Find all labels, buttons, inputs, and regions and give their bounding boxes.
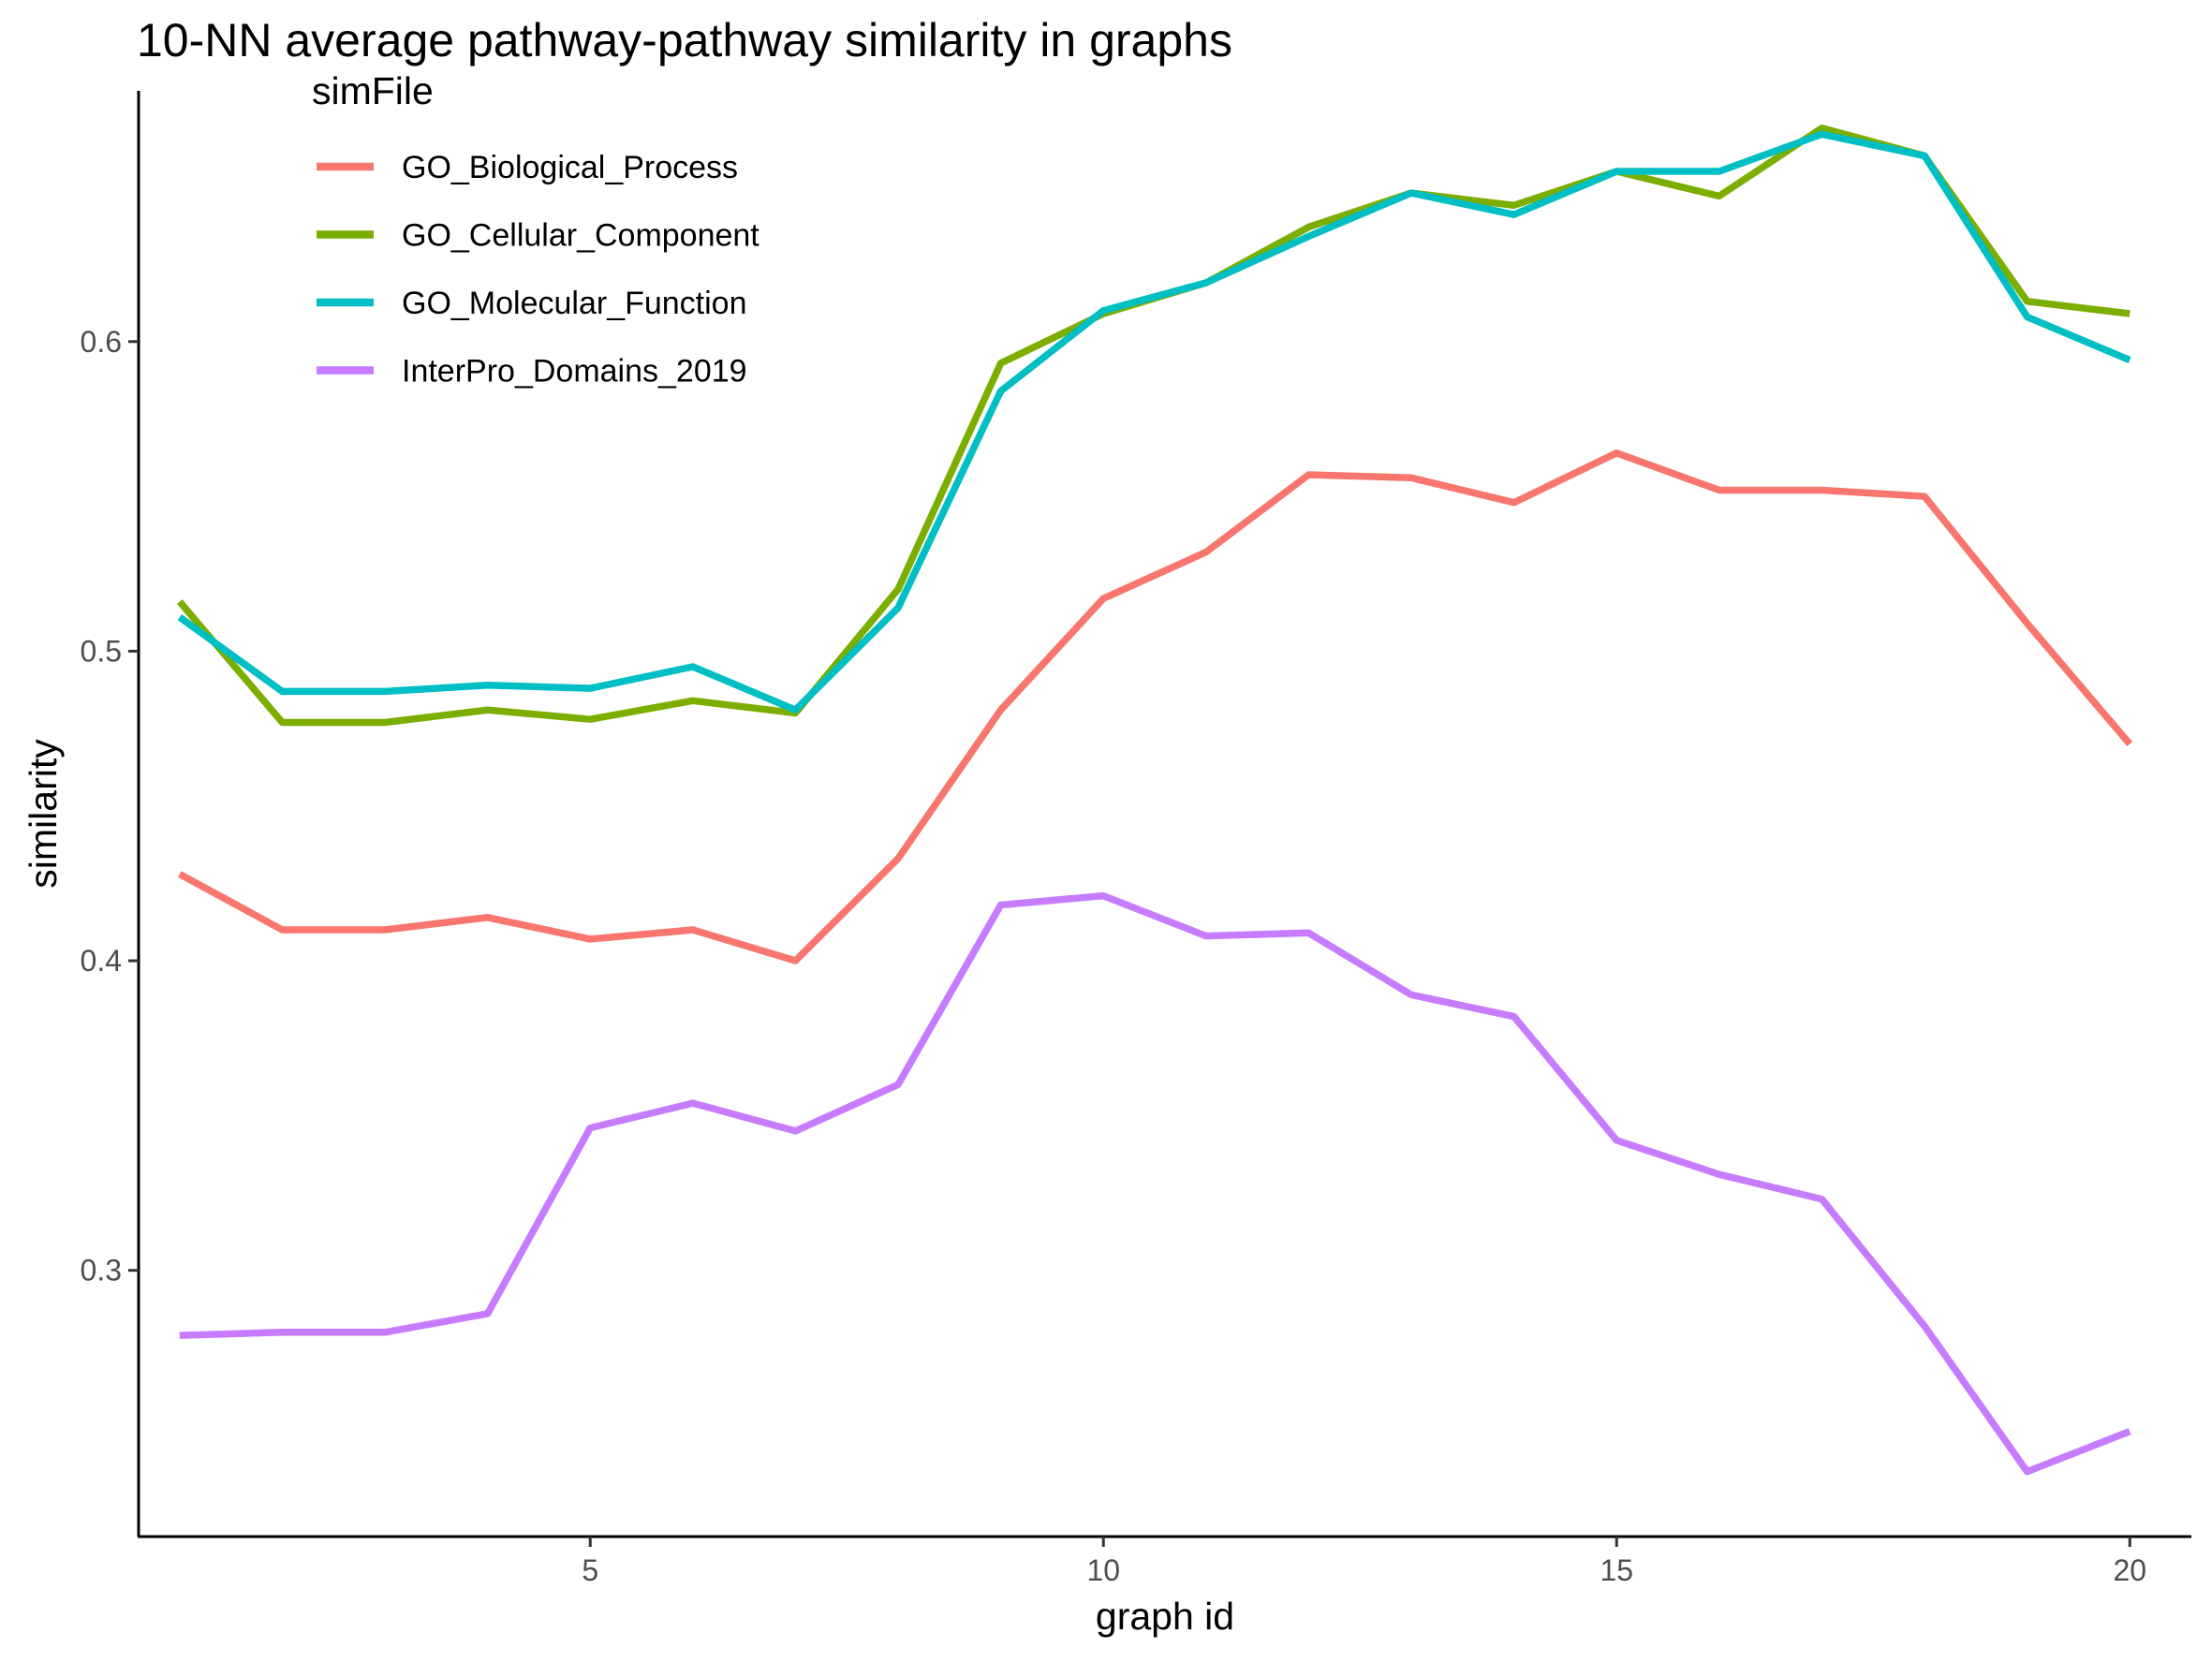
y-tick-label: 0.6 [81,325,122,359]
x-axis-title: graph id [1096,1595,1234,1638]
x-tick-label: 20 [2113,1553,2146,1587]
legend-items: GO_Biological_Process GO_Cellular_Compone… [317,150,759,390]
y-tick-label: 0.5 [81,634,122,668]
legend-label: GO_Cellular_Component [402,218,759,254]
legend-title: simFile [312,69,434,112]
legend-item: InterPro_Domains_2019 [317,354,747,390]
x-tick-label: 10 [1086,1553,1120,1587]
y-axis-title: similarity [22,739,65,889]
legend-item: GO_Biological_Process [317,150,738,185]
series-layer [176,124,2133,1476]
x-tick-label: 15 [1600,1553,1633,1587]
series-line-go-biological-process [178,449,2133,964]
legend-label: GO_Biological_Process [402,150,738,185]
ticks-layer: 5 10 15 20 0.3 0.4 0.5 0.6 [81,325,2147,1587]
series-line-go-molecular-function [177,130,2131,714]
legend: simFile GO_Biological_Process GO_Cellular… [312,69,759,390]
series-line-interpro-domains-2019 [179,891,2131,1476]
x-tick-label: 5 [582,1553,598,1587]
legend-item: GO_Cellular_Component [317,218,759,254]
legend-item: GO_Molecular_Function [317,286,747,321]
y-tick-label: 0.3 [81,1254,122,1288]
chart-title: 10-NN average pathway-pathway similarity… [137,14,1232,66]
legend-label: InterPro_Domains_2019 [402,354,747,390]
axes-layer [137,91,2191,1538]
y-tick-label: 0.4 [81,944,122,978]
legend-label: GO_Molecular_Function [402,286,747,321]
